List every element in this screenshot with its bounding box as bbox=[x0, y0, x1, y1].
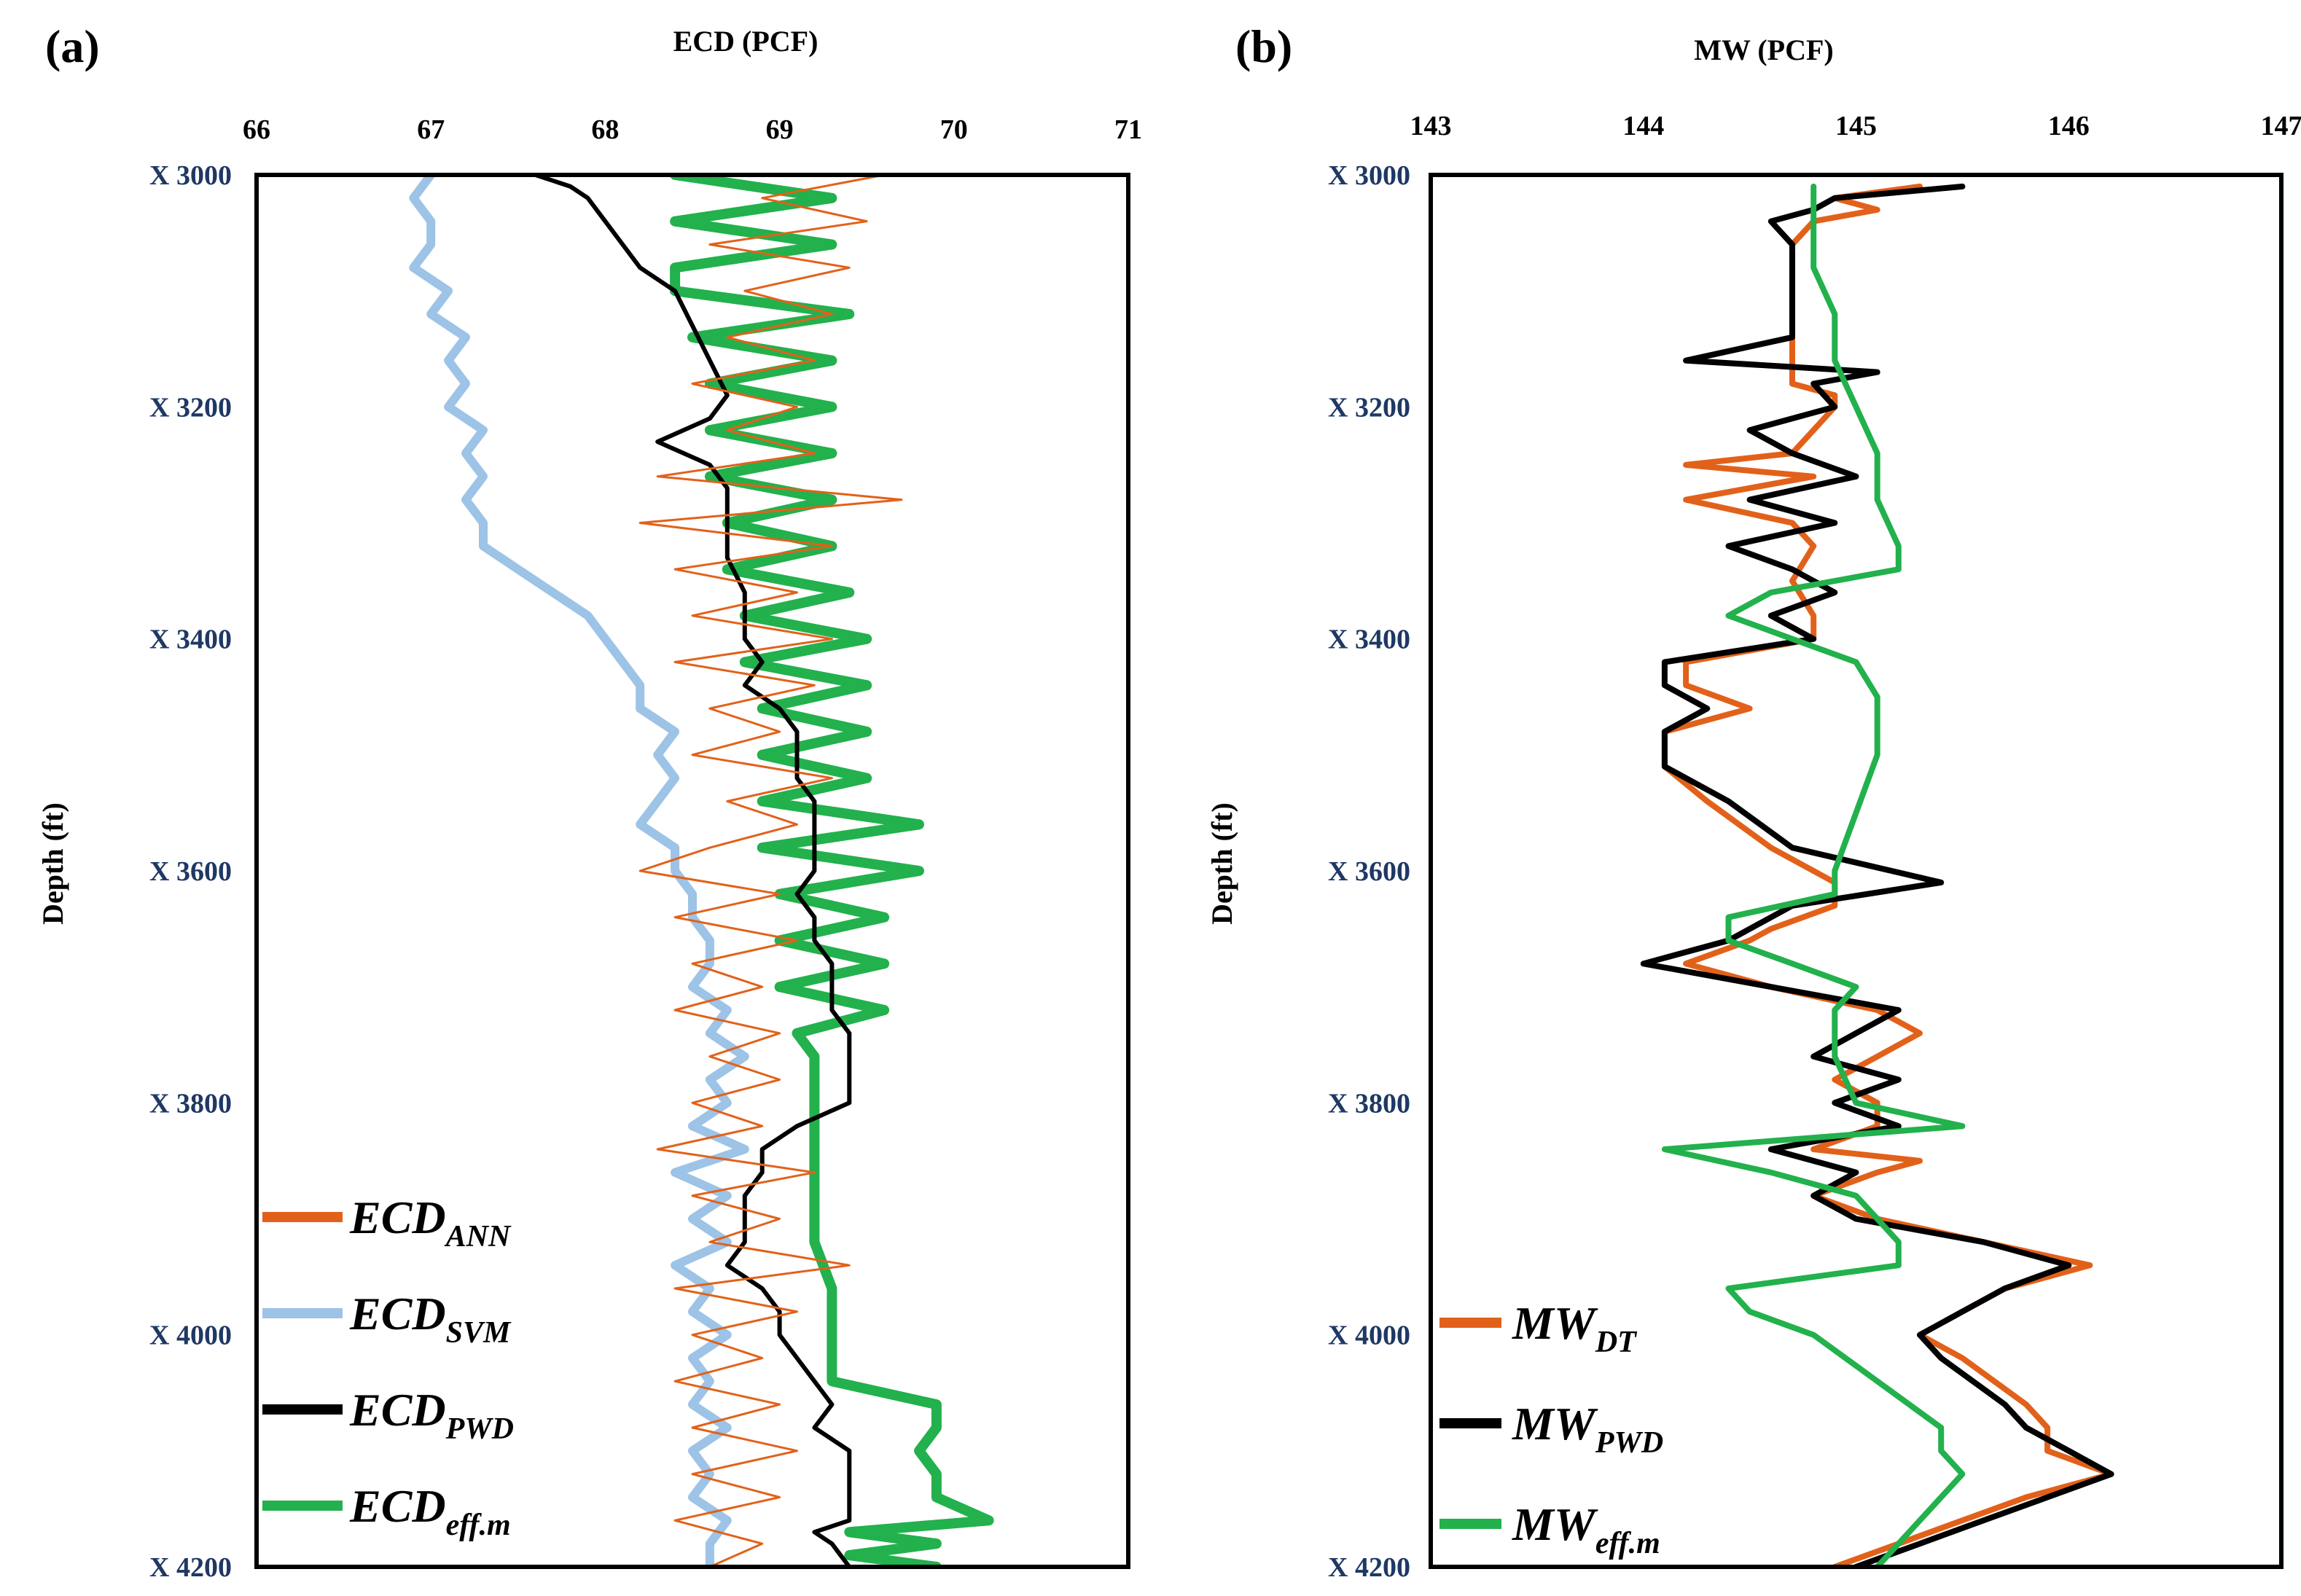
series-line-mw-pwd bbox=[1640, 183, 2114, 1567]
legend-label: MWPWD bbox=[1512, 1398, 1663, 1460]
x-tick-label: 69 bbox=[766, 114, 794, 145]
y-tick-label: X 3600 bbox=[1328, 856, 1410, 887]
y-tick-label: X 3200 bbox=[1328, 392, 1410, 423]
y-tick-label: X 3800 bbox=[1328, 1088, 1410, 1119]
y-tick-label: X 4200 bbox=[1328, 1552, 1410, 1583]
series-line-mw-eff-m bbox=[1661, 183, 1966, 1567]
legend-label-base: ECD bbox=[349, 1288, 446, 1339]
y-axis-title-b: Depth (ft) bbox=[1206, 802, 1238, 925]
chart-panel-b: (b) MW (PCF) Depth (ft) 143 144 145 146 147 X… bbox=[1206, 20, 2301, 1583]
panel-label-b: (b) bbox=[1235, 20, 1292, 72]
x-tick-label: 146 bbox=[2048, 111, 2090, 141]
legend-label: ECDANN bbox=[349, 1192, 512, 1253]
series-line-ecd-eff-m bbox=[670, 175, 994, 1567]
y-tick-label: X 4000 bbox=[1328, 1321, 1410, 1351]
series-line-ecd-svm bbox=[409, 175, 749, 1567]
x-tick-label: 145 bbox=[1835, 111, 1877, 141]
x-tick-label: 66 bbox=[243, 114, 270, 145]
legend-label-subscript: eff.m bbox=[446, 1509, 511, 1542]
x-tick-label: 68 bbox=[591, 114, 619, 145]
x-tick-label: 70 bbox=[940, 114, 968, 145]
legend-label-base: ECD bbox=[349, 1192, 446, 1243]
legend-label-subscript: PWD bbox=[445, 1412, 514, 1446]
y-tick-label: X 3800 bbox=[149, 1088, 232, 1119]
plot-area-b bbox=[1640, 183, 2114, 1567]
y-tick-label: X 4000 bbox=[149, 1321, 232, 1351]
x-tick-label: 71 bbox=[1114, 114, 1142, 145]
legend-label: MWDT bbox=[1512, 1297, 1638, 1359]
axis-ticks-a: 66 67 68 69 70 71 X 3000 X 3200 X 3400 X 3600 X 38… bbox=[149, 114, 1142, 1583]
legend-label-subscript: PWD bbox=[1595, 1426, 1663, 1460]
legend-label-base: MW bbox=[1512, 1297, 1598, 1349]
y-tick-label: X 3600 bbox=[149, 856, 232, 887]
y-tick-label: X 4200 bbox=[149, 1552, 232, 1583]
legend-label-subscript: eff.m bbox=[1595, 1527, 1660, 1560]
plot-frame-b bbox=[1429, 173, 2284, 1569]
legend-label-base: ECD bbox=[349, 1480, 446, 1532]
legend-label: ECDSVM bbox=[349, 1288, 512, 1350]
plot-frame-a bbox=[254, 173, 1130, 1569]
series-line-ecd-pwd bbox=[533, 175, 852, 1567]
panel-label-a: (a) bbox=[45, 20, 100, 72]
legend-label-base: MW bbox=[1512, 1398, 1598, 1450]
legend-label-subscript: ANN bbox=[444, 1220, 512, 1253]
chart-panel-a: (a) ECD (PCF) Depth (ft) 66 67 68 69 70 71 X 3… bbox=[36, 20, 1142, 1583]
legend-label: ECDeff.m bbox=[349, 1480, 511, 1542]
legend-label-subscript: SVM bbox=[446, 1316, 512, 1350]
legend-label: ECDPWD bbox=[349, 1384, 514, 1446]
axis-ticks-b: 143 144 145 146 147 X 3000 X 3200 X 3400 X 3600 X… bbox=[1328, 111, 2301, 1583]
series-line-ecd-ann bbox=[638, 175, 903, 1567]
y-tick-label: X 3400 bbox=[1328, 625, 1410, 655]
x-tick-label: 144 bbox=[1622, 111, 1664, 141]
legend-label-base: MW bbox=[1512, 1498, 1598, 1550]
y-tick-label: X 3200 bbox=[149, 392, 232, 423]
x-axis-title-a: ECD (PCF) bbox=[673, 25, 819, 58]
y-tick-label: X 3000 bbox=[149, 160, 232, 191]
x-tick-label: 143 bbox=[1410, 111, 1452, 141]
x-tick-label: 67 bbox=[417, 114, 445, 145]
y-tick-label: X 3000 bbox=[1328, 160, 1410, 191]
x-tick-label: 147 bbox=[2261, 111, 2301, 141]
legend-label-subscript: DT bbox=[1595, 1326, 1638, 1359]
legend-label-base: ECD bbox=[349, 1384, 446, 1436]
plot-area-a bbox=[409, 175, 994, 1567]
legend-label: MWeff.m bbox=[1512, 1498, 1660, 1560]
x-axis-title-b: MW (PCF) bbox=[1694, 34, 1833, 66]
y-axis-title-a: Depth (ft) bbox=[36, 802, 69, 925]
series-line-mw-dt bbox=[1661, 183, 2114, 1567]
y-tick-label: X 3400 bbox=[149, 625, 232, 655]
